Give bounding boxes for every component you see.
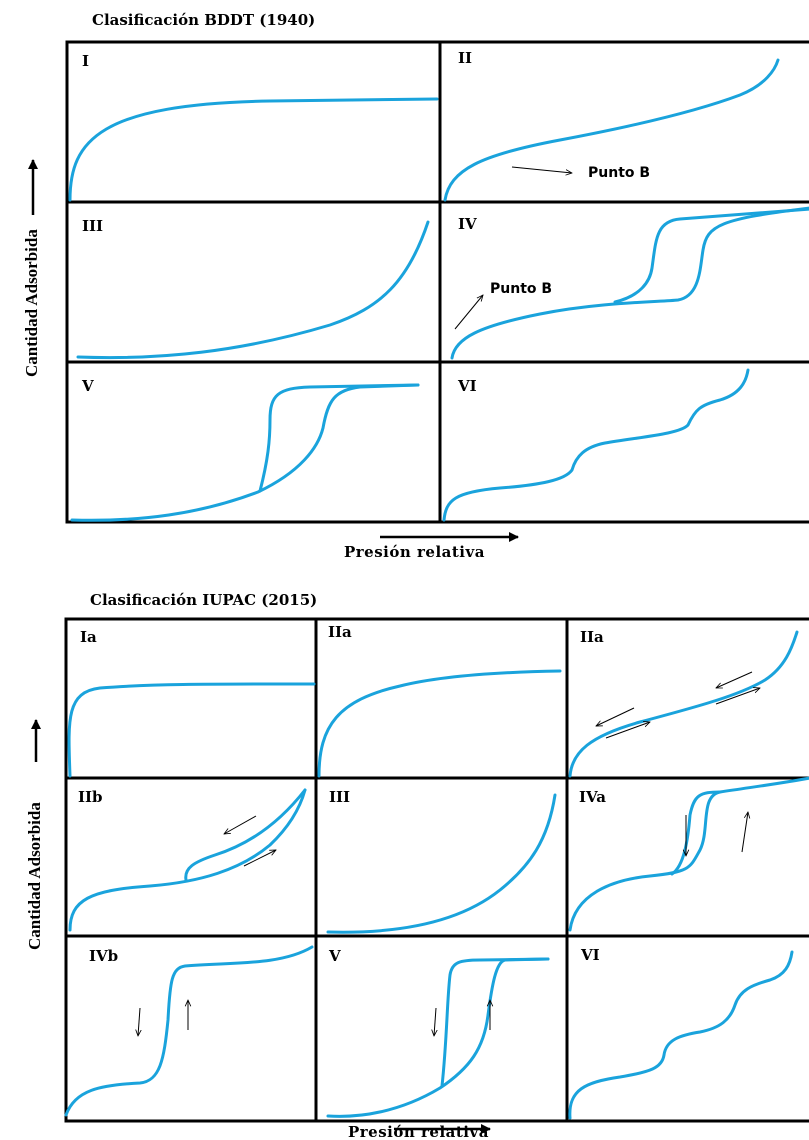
bddt-panel-label-1: I — [82, 52, 89, 70]
iupac-xlabel: Presión relativa — [348, 1123, 489, 1140]
iupac-type-v-adsorption-curve — [326, 957, 550, 1118]
iupac-type-iva-adsorption-curve — [568, 776, 809, 932]
bddt-panel-label-4: IV — [458, 215, 477, 233]
iupac-panel-label-2: IIa — [328, 623, 352, 641]
iupac-type-iva-desorption-curve — [670, 790, 722, 876]
bddt-panel-label-3: III — [82, 217, 103, 235]
iupac-type-iib-upper-curve — [184, 788, 307, 882]
bddt-ii-punto-b-label: Punto B — [588, 165, 650, 181]
bddt-type-iv-adsorption-curve — [450, 206, 809, 360]
iupac-iva-adsorb-arrow — [741, 812, 748, 853]
iupac-panel-label-3: IIa — [580, 628, 604, 646]
bddt-type-vi-curve — [442, 368, 750, 522]
bddt-type-iii-curve — [76, 220, 430, 360]
iupac-iib-adsorb-arrow — [243, 850, 276, 867]
iupac-type-iii-curve — [326, 793, 557, 934]
iupac-type-v-desorption-curve — [440, 957, 550, 1088]
iupac-iib-desorb-arrow — [224, 815, 257, 834]
bddt-xlabel: Presión relativa — [344, 543, 485, 561]
iupac-section: Clasificación IUPAC (2015) Cantidad Adso… — [25, 591, 809, 1140]
iupac-type-iia-curve-center — [317, 669, 562, 778]
iupac-iia-adsorb-arrow-2 — [715, 688, 760, 705]
iupac-panel-label-1: Ia — [80, 628, 97, 646]
iupac-panel-label-7: IVb — [89, 947, 118, 965]
bddt-iv-punto-b-label: Punto B — [490, 281, 552, 297]
bddt-iv-punto-b-arrow — [454, 295, 483, 330]
iupac-type-iia-curve-right — [568, 630, 799, 778]
bddt-type-v-desorption-curve — [258, 383, 420, 493]
iupac-panel-label-4: IIb — [78, 788, 103, 806]
iupac-iia-desorb-arrow-2 — [716, 671, 753, 689]
iupac-type-vi-curve — [568, 950, 794, 1120]
bddt-ylabel: Cantidad Adsorbida — [22, 229, 41, 377]
iupac-v-desorb-arrow — [434, 1007, 436, 1036]
iupac-iia-adsorb-arrow-1 — [605, 722, 650, 739]
iupac-frame — [64, 617, 809, 1123]
iupac-ylabel: Cantidad Adsorbida — [25, 802, 44, 950]
bddt-type-ii-curve — [443, 58, 780, 202]
bddt-type-iv-desorption-curve — [613, 207, 809, 304]
iupac-type-iib-lower-curve — [68, 788, 307, 932]
bddt-ii-punto-b-arrow — [511, 166, 572, 173]
iupac-panel-label-6: IVa — [579, 788, 606, 806]
iupac-type-ivb-curve — [64, 945, 314, 1117]
iupac-panel-label-9: VI — [580, 946, 600, 964]
bddt-panel-label-5: V — [81, 377, 94, 395]
bddt-type-i-curve — [68, 97, 439, 202]
iupac-type-ia-curve — [67, 682, 316, 778]
bddt-panel-label-2: II — [458, 49, 472, 67]
iupac-iia-desorb-arrow-1 — [596, 707, 635, 727]
iupac-panel-label-5: III — [329, 788, 350, 806]
bddt-title: Clasificación BDDT (1940) — [92, 11, 315, 29]
bddt-type-v-adsorption-curve — [70, 383, 420, 522]
iupac-title: Clasificación IUPAC (2015) — [90, 591, 317, 609]
bddt-panel-label-6: VI — [457, 377, 477, 395]
bddt-section: Clasificación BDDT (1940) Cantidad Adsor… — [22, 11, 809, 561]
iupac-ivb-desorb-arrow — [138, 1007, 140, 1036]
iupac-panel-label-8: V — [328, 947, 341, 965]
